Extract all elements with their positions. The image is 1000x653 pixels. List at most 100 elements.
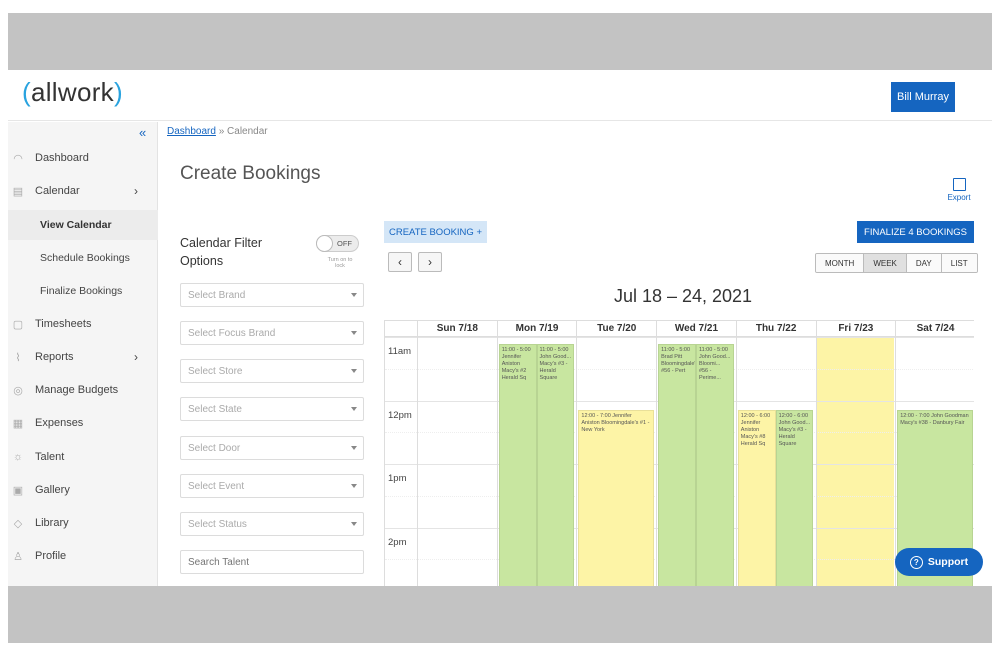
sidebar-item-dashboard[interactable]: ◠ Dashboard	[8, 143, 158, 173]
sidebar-item-label: Gallery	[35, 484, 70, 496]
day-header-mon[interactable]: Mon 7/19	[496, 321, 577, 337]
booking-event[interactable]: 12:00 - 6:00 John Good... Macy's #3 - He…	[775, 409, 814, 586]
chevron-down-icon	[351, 407, 357, 411]
booking-event[interactable]: 12:00 - 6:00 Jennifer Aniston Macy's #8 …	[737, 409, 776, 586]
library-icon: ◇	[13, 517, 23, 530]
sidebar-item-label: Reports	[35, 351, 74, 363]
filter-select-state[interactable]: Select State	[180, 397, 364, 421]
grid-line	[385, 337, 974, 338]
talent-icon: ☼	[12, 451, 24, 463]
breadcrumb-dashboard-link[interactable]: Dashboard	[167, 126, 216, 137]
time-label: 2pm	[388, 536, 407, 548]
chevron-down-icon	[351, 331, 357, 335]
timesheet-icon: ▢	[12, 318, 24, 331]
finalize-bookings-button[interactable]: FINALIZE 4 BOOKINGS	[857, 221, 974, 243]
toggle-hint: Turn on to lock	[327, 257, 353, 269]
select-placeholder: Select Door	[188, 442, 241, 454]
collapse-sidebar-icon[interactable]: «	[139, 125, 147, 140]
filter-select-status[interactable]: Select Status	[180, 512, 364, 536]
budget-icon: ◎	[13, 384, 23, 397]
day-header-tue[interactable]: Tue 7/20	[576, 321, 656, 337]
booking-event[interactable]: 12:00 - 7:00 Jennifer Aniston Bloomingda…	[578, 409, 655, 586]
toggle-knob	[316, 235, 333, 252]
lock-filter-toggle[interactable]: OFF	[316, 235, 359, 252]
sidebar-item-label: Library	[35, 517, 69, 529]
sidebar-item-label: Dashboard	[35, 152, 89, 164]
sidebar-item-timesheets[interactable]: ▢ Timesheets	[8, 309, 158, 339]
chevron-right-icon: ›	[134, 350, 138, 364]
grid-column-line	[895, 337, 897, 586]
week-calendar: Sun 7/18 Mon 7/19 Tue 7/20 Wed 7/21 Thu 7/22…	[384, 320, 974, 586]
next-week-button[interactable]: ›	[418, 252, 442, 272]
chevron-down-icon	[351, 484, 357, 488]
booking-event[interactable]: 11:00 - 5:00 Brad Pitt Bloomingdale's #5…	[658, 344, 696, 586]
select-placeholder: Select Status	[188, 518, 247, 530]
support-button[interactable]: ? Support	[895, 548, 983, 576]
create-booking-button[interactable]: CREATE BOOKING +	[384, 221, 487, 243]
sidebar-item-label: Profile	[35, 550, 67, 562]
breadcrumb-separator: »	[218, 126, 225, 137]
day-header-sun[interactable]: Sun 7/18	[417, 321, 497, 337]
sidebar-item-calendar[interactable]: ▤ Calendar ›	[8, 176, 158, 206]
view-month-button[interactable]: MONTH	[816, 254, 865, 272]
day-header-fri[interactable]: Fri 7/23	[815, 321, 896, 337]
select-placeholder: Select Brand	[188, 289, 246, 301]
view-list-button[interactable]: LIST	[941, 254, 977, 272]
booking-event[interactable]: 11:00 - 5:00 John Good... Bloomi... #56 …	[695, 344, 734, 586]
dashboard-icon: ◠	[13, 152, 23, 165]
filter-select-focus-brand[interactable]: Select Focus Brand	[180, 321, 364, 345]
sidebar-item-label: View Calendar	[40, 219, 112, 231]
sidebar-subitem-schedule-bookings[interactable]: Schedule Bookings	[8, 243, 158, 273]
reports-icon: ⌇	[15, 351, 21, 364]
sidebar-item-label: Finalize Bookings	[40, 285, 123, 297]
select-placeholder: Select State	[188, 403, 242, 415]
help-icon: ?	[909, 555, 923, 569]
booking-event[interactable]: 11:00 - 5:00 Jennifer Aniston Macy's #2 …	[498, 344, 537, 586]
view-day-button[interactable]: DAY	[906, 254, 942, 272]
breadcrumb-current: Calendar	[227, 126, 268, 137]
booking-event[interactable]: 11:00 - 5:00 John Good... Macy's #3 - He…	[536, 344, 575, 586]
sidebar-item-label: Timesheets	[35, 318, 92, 330]
sidebar-item-expenses[interactable]: ▦ Expenses	[8, 408, 158, 438]
grid-column-line	[656, 337, 658, 586]
day-header-wed[interactable]: Wed 7/21	[656, 321, 736, 337]
top-letterbox	[8, 13, 992, 70]
sidebar-item-label: Calendar	[35, 185, 80, 197]
prev-week-button[interactable]: ‹	[388, 252, 412, 272]
sidebar-subitem-finalize-bookings[interactable]: Finalize Bookings	[8, 276, 158, 306]
search-talent-input[interactable]	[180, 550, 364, 574]
sidebar: « ◠ Dashboard ▤ Calendar › View Calendar Sched…	[8, 122, 158, 586]
day-header-sat[interactable]: Sat 7/24	[895, 321, 974, 337]
profile-icon: ♙	[13, 550, 23, 563]
expenses-icon: ▦	[12, 417, 24, 430]
allwork-logo[interactable]: (allwork)	[22, 77, 123, 107]
sidebar-item-talent[interactable]: ☼ Talent	[8, 442, 158, 472]
day-header-thu[interactable]: Thu 7/22	[735, 321, 816, 337]
select-placeholder: Select Focus Brand	[188, 327, 276, 339]
user-menu-button[interactable]: Bill Murray	[891, 82, 955, 112]
calendar-header-row: Sun 7/18 Mon 7/19 Tue 7/20 Wed 7/21 Thu 7/22…	[385, 320, 974, 337]
view-switcher: MONTH WEEK DAY LIST	[815, 253, 978, 273]
grid-column-line	[417, 337, 418, 586]
sidebar-item-profile[interactable]: ♙ Profile	[8, 541, 158, 571]
time-label: 1pm	[388, 473, 407, 484]
breadcrumb: Dashboard » Calendar	[167, 126, 268, 137]
page-title: Create Bookings	[180, 163, 321, 184]
export-button[interactable]: Export	[944, 178, 974, 202]
filter-select-event[interactable]: Select Event	[180, 474, 364, 498]
sidebar-item-label: Schedule Bookings	[40, 252, 130, 264]
filter-select-door[interactable]: Select Door	[180, 436, 364, 460]
view-week-button[interactable]: WEEK	[864, 254, 907, 272]
filter-select-store[interactable]: Select Store	[180, 359, 364, 383]
export-label: Export	[947, 193, 971, 202]
sidebar-item-reports[interactable]: ⌇ Reports ›	[8, 342, 158, 372]
support-label: Support	[927, 556, 969, 568]
sidebar-subitem-view-calendar[interactable]: View Calendar	[8, 210, 158, 240]
filter-select-brand[interactable]: Select Brand	[180, 283, 364, 307]
sidebar-item-library[interactable]: ◇ Library	[8, 508, 158, 538]
export-icon	[952, 178, 966, 191]
select-placeholder: Select Event	[188, 480, 245, 492]
sidebar-item-gallery[interactable]: ▣ Gallery	[8, 475, 158, 505]
time-label: 12pm	[388, 409, 412, 421]
sidebar-item-manage-budgets[interactable]: ◎ Manage Budgets	[8, 375, 158, 405]
